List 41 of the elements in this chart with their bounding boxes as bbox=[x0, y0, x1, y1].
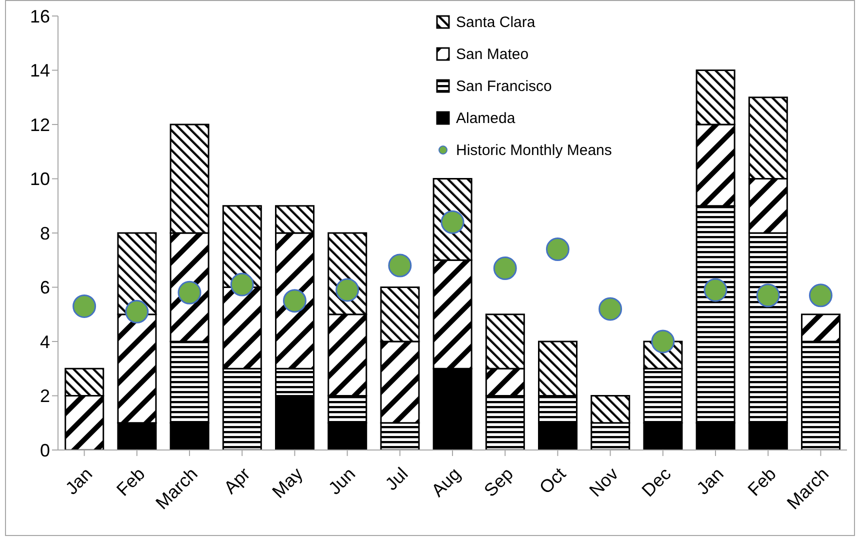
point bbox=[598, 297, 622, 321]
point bbox=[704, 278, 728, 302]
legend-label: San Francisco bbox=[456, 78, 552, 94]
x-tick-label: Jul bbox=[381, 464, 412, 494]
x-tick-label: Oct bbox=[536, 464, 570, 498]
y-tick-label: 16 bbox=[30, 6, 50, 26]
point bbox=[230, 272, 254, 296]
y-tick-label: 10 bbox=[30, 169, 50, 190]
legend-label: Santa Clara bbox=[456, 14, 536, 30]
x-tick-label: Apr bbox=[220, 464, 254, 498]
point bbox=[72, 294, 96, 318]
point bbox=[178, 280, 202, 304]
y-tick-label: 14 bbox=[30, 60, 50, 81]
y-tick-label: 8 bbox=[40, 223, 50, 244]
point bbox=[546, 238, 570, 262]
legend-label: Alameda bbox=[456, 110, 516, 126]
x-tick-label: Jan bbox=[692, 464, 728, 498]
x-tick-label: May bbox=[268, 464, 307, 502]
y-tick-label: 0 bbox=[40, 440, 50, 460]
point bbox=[282, 289, 306, 313]
y-tick-label: 4 bbox=[40, 332, 50, 352]
legend-label: San Mateo bbox=[456, 46, 529, 62]
point bbox=[493, 256, 517, 280]
point bbox=[125, 300, 149, 324]
x-tick-label: Dec bbox=[638, 464, 675, 501]
point bbox=[388, 254, 412, 278]
x-tick-label: Jan bbox=[62, 464, 96, 498]
x-tick-label: Nov bbox=[585, 464, 622, 501]
x-tick-label: Feb bbox=[112, 464, 149, 500]
point bbox=[651, 330, 675, 354]
point bbox=[756, 284, 780, 308]
y-tick-label: 6 bbox=[40, 278, 50, 298]
point bbox=[336, 278, 360, 302]
x-tick-label: Aug bbox=[428, 464, 464, 501]
x-tick-label: Feb bbox=[744, 464, 780, 500]
x-tick-label: Sep bbox=[480, 464, 517, 501]
legend-label: Historic Monthly Means bbox=[456, 142, 612, 158]
y-tick-label: 12 bbox=[30, 114, 50, 135]
y-tick-label: 2 bbox=[40, 386, 50, 406]
point bbox=[808, 284, 832, 308]
x-tick-label: Jun bbox=[324, 464, 360, 498]
